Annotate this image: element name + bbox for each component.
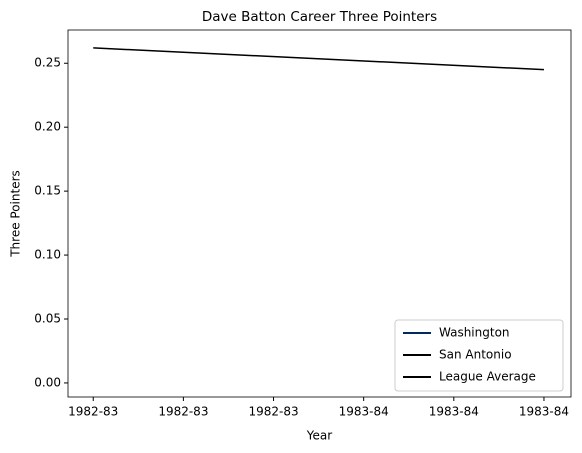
legend-label: San Antonio xyxy=(439,348,512,362)
plot-frame xyxy=(67,29,572,398)
y-tick-label: 0.10 xyxy=(34,248,61,262)
x-axis-label: Year xyxy=(306,429,332,443)
y-tick-label: 0.20 xyxy=(34,120,61,134)
x-tick-label: 1983-84 xyxy=(339,405,389,419)
legend-box xyxy=(394,319,564,392)
x-tick-label: 1983-84 xyxy=(429,405,479,419)
chart-title: Dave Batton Career Three Pointers xyxy=(202,9,437,25)
line xyxy=(93,47,544,71)
y-tick-label: 0.00 xyxy=(34,375,61,389)
y-tick-label: 0.05 xyxy=(34,311,61,325)
legend-label: League Average xyxy=(439,370,536,384)
y-tick-label: 0.25 xyxy=(34,56,61,70)
x-tick-label: 1982-83 xyxy=(68,405,118,419)
x-tick-label: 1982-83 xyxy=(248,405,298,419)
y-axis-label: Three Pointers xyxy=(9,170,23,258)
legend-label: Washington xyxy=(439,326,510,340)
y-tick-label: 0.15 xyxy=(34,184,61,198)
x-tick-label: 1983-84 xyxy=(519,405,569,419)
x-tick-label: 1982-83 xyxy=(158,405,208,419)
